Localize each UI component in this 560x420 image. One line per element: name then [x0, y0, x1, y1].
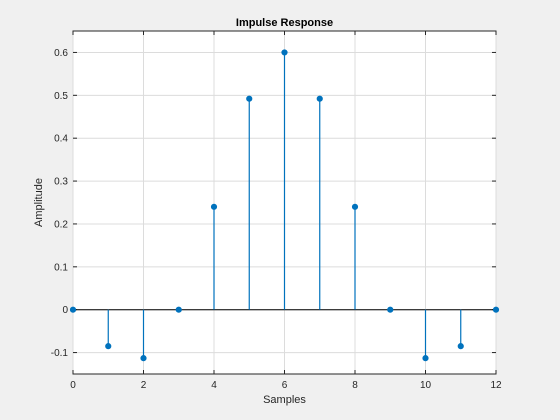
stem-marker: [281, 49, 288, 56]
stem-marker: [457, 343, 464, 350]
stem-marker: [387, 306, 394, 313]
stem-marker: [140, 355, 147, 362]
stem-marker: [351, 203, 359, 210]
x-tick-label: 0: [70, 380, 76, 391]
x-axis-label: Samples: [263, 394, 306, 406]
y-tick-label: -0.1: [51, 348, 69, 359]
y-axis-label: Amplitude: [33, 178, 45, 227]
stem-marker: [246, 95, 253, 102]
stem-marker: [69, 306, 77, 313]
x-tick-label: 6: [282, 380, 288, 391]
stem-marker: [105, 343, 112, 350]
tick-labels: 0 2 4 6 8 10 12 -0.1 0 0.1 0.2 0.3 0.4 0.5 0.6: [51, 48, 502, 391]
y-tick-label: 0.5: [54, 91, 68, 102]
y-tick-label: 0.6: [54, 48, 68, 59]
y-tick-label: 0.1: [54, 262, 68, 273]
stem-marker: [492, 306, 500, 313]
y-tick-label: 0.2: [54, 219, 68, 230]
x-tick-label: 4: [211, 380, 217, 391]
x-tick-label: 10: [420, 380, 432, 391]
stem-marker: [316, 95, 323, 102]
x-tick-label: 2: [141, 380, 147, 391]
y-tick-label: 0.4: [54, 134, 68, 145]
y-tick-label: 0: [62, 305, 68, 316]
stem-marker: [210, 203, 218, 210]
stem-marker: [175, 306, 182, 313]
x-tick-label: 12: [490, 380, 502, 391]
chart-title: Impulse Response: [236, 17, 333, 29]
x-tick-label: 8: [352, 380, 358, 391]
stem-marker: [422, 355, 429, 362]
y-tick-label: 0.3: [54, 177, 68, 188]
stem-series: [69, 49, 500, 362]
